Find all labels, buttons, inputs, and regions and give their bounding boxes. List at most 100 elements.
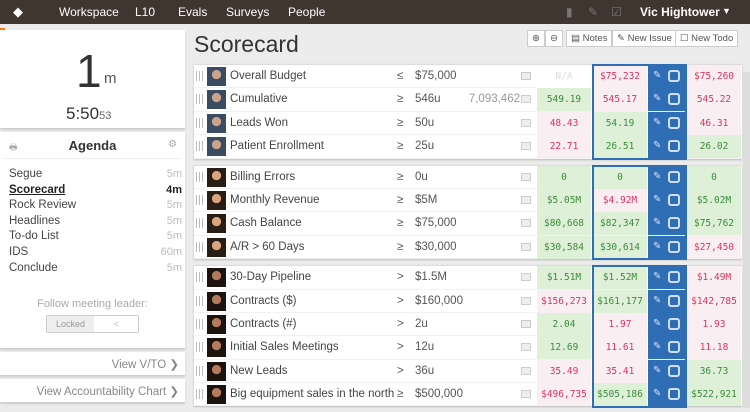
measurable-name[interactable]: A/R > 60 Days bbox=[230, 240, 305, 253]
score-cell[interactable]: $75,762 bbox=[687, 212, 741, 236]
pin-icon[interactable]: ✎ bbox=[653, 271, 662, 283]
pin-icon[interactable]: ✎ bbox=[653, 294, 662, 306]
drag-handle[interactable] bbox=[196, 295, 203, 306]
bookmark-icon[interactable]: ▮ bbox=[566, 5, 573, 19]
goal-target[interactable]: $160,000 bbox=[415, 294, 463, 307]
measurable-name[interactable]: Big equipment sales in the north bbox=[230, 388, 395, 401]
nav-evals[interactable]: Evals bbox=[178, 5, 208, 19]
score-cell[interactable]: 545.22 bbox=[687, 88, 741, 112]
locked-option[interactable]: Locked bbox=[47, 316, 94, 332]
chart-icon[interactable] bbox=[521, 296, 531, 305]
todo-checkbox-icon[interactable] bbox=[668, 170, 680, 183]
drag-handle[interactable] bbox=[196, 272, 203, 283]
score-cell[interactable]: 1.93 bbox=[687, 312, 741, 336]
chart-icon[interactable] bbox=[521, 242, 531, 251]
chevron-down-icon[interactable]: ▼ bbox=[722, 6, 731, 16]
nav-surveys[interactable]: Surveys bbox=[226, 5, 270, 19]
score-cell[interactable]: 11.61 bbox=[593, 336, 647, 360]
drag-handle[interactable] bbox=[196, 389, 203, 400]
score-cell[interactable]: $522,921 bbox=[687, 383, 741, 407]
drag-handle[interactable] bbox=[196, 241, 203, 252]
todo-checkbox-icon[interactable] bbox=[668, 364, 680, 377]
goal-target[interactable]: 36u bbox=[415, 364, 435, 377]
pin-icon[interactable]: ✎ bbox=[653, 70, 662, 81]
score-cell[interactable]: 22.71 bbox=[537, 135, 591, 159]
todo-checkbox-icon[interactable] bbox=[668, 341, 680, 354]
goal-target[interactable]: 25u bbox=[415, 140, 435, 153]
chart-icon[interactable] bbox=[521, 95, 531, 104]
measurable-name[interactable]: Cash Balance bbox=[230, 217, 302, 230]
score-cell[interactable]: $5.05M bbox=[537, 188, 591, 212]
chart-icon[interactable] bbox=[521, 343, 531, 352]
goal-target[interactable]: $75,000 bbox=[415, 217, 457, 230]
score-cell[interactable]: $30,614 bbox=[593, 235, 647, 259]
pin-icon[interactable]: ✎ bbox=[653, 140, 662, 152]
chart-icon[interactable] bbox=[521, 219, 531, 228]
agenda-item[interactable]: To-do List 5m bbox=[9, 230, 182, 245]
pin-icon[interactable]: ✎ bbox=[653, 317, 662, 329]
pin-icon[interactable]: ✎ bbox=[653, 193, 662, 205]
score-cell[interactable]: $80,668 bbox=[537, 212, 591, 236]
measurable-name[interactable]: Overall Budget bbox=[230, 70, 307, 82]
measurable-name[interactable]: Billing Errors bbox=[230, 170, 296, 183]
measurable-name[interactable]: Monthly Revenue bbox=[230, 193, 320, 206]
new-issue-button[interactable]: ✎ New Issue bbox=[612, 30, 677, 47]
todo-checkbox-icon[interactable] bbox=[668, 193, 680, 206]
nav-workspace[interactable]: Workspace bbox=[59, 5, 119, 19]
nav-l10[interactable]: L10 bbox=[135, 5, 156, 19]
pin-icon[interactable]: ✎ bbox=[653, 93, 662, 105]
score-cell[interactable]: 549.19 bbox=[537, 88, 591, 112]
chart-icon[interactable] bbox=[521, 142, 531, 151]
unlock-option[interactable]: < bbox=[113, 319, 120, 329]
drag-handle[interactable] bbox=[196, 117, 203, 128]
pin-icon[interactable]: ✎ bbox=[653, 364, 662, 376]
todo-checkbox-icon[interactable] bbox=[668, 271, 680, 284]
chart-icon[interactable] bbox=[521, 195, 531, 204]
goal-target[interactable]: $500,000 bbox=[415, 388, 463, 401]
follow-leader-toggle[interactable]: Locked < bbox=[46, 315, 139, 333]
chart-icon[interactable] bbox=[521, 72, 531, 80]
score-cell[interactable]: 26.51 bbox=[593, 135, 647, 159]
agenda-item[interactable]: IDS 60m bbox=[9, 246, 182, 261]
score-cell[interactable]: $30,584 bbox=[537, 235, 591, 259]
goal-target[interactable]: 546u bbox=[415, 93, 441, 106]
goal-target[interactable]: 50u bbox=[415, 116, 435, 129]
chart-icon[interactable] bbox=[521, 366, 531, 375]
measurable-name[interactable]: Contracts (#) bbox=[230, 317, 297, 330]
todo-checkbox-icon[interactable] bbox=[668, 116, 680, 129]
measurable-name[interactable]: New Leads bbox=[230, 364, 288, 377]
pin-icon[interactable]: ✎ bbox=[653, 116, 662, 128]
agenda-item[interactable]: Conclude 5m bbox=[9, 262, 182, 277]
score-cell[interactable]: $1.52M bbox=[593, 266, 647, 290]
todo-checkbox-icon[interactable] bbox=[668, 217, 680, 230]
notes-button[interactable]: ▤ Notes bbox=[566, 30, 613, 47]
checkbox-icon[interactable]: ☑ bbox=[611, 5, 622, 19]
drag-handle[interactable] bbox=[196, 194, 203, 205]
logo-icon[interactable]: ◆ bbox=[13, 4, 23, 19]
score-cell[interactable]: $1.49M bbox=[687, 266, 741, 290]
measurable-name[interactable]: Initial Sales Meetings bbox=[230, 341, 339, 354]
goal-target[interactable]: 12u bbox=[415, 341, 435, 354]
view-accountability-chart-link[interactable]: View Accountability Chart ❯ bbox=[0, 379, 185, 402]
score-cell[interactable]: 54.19 bbox=[593, 111, 647, 135]
score-cell[interactable]: $75,260 bbox=[687, 65, 741, 88]
score-cell[interactable]: 0 bbox=[687, 165, 741, 189]
score-cell[interactable]: $1.51M bbox=[537, 266, 591, 290]
drag-handle[interactable] bbox=[196, 342, 203, 353]
view-vto-link[interactable]: View V/TO ❯ bbox=[0, 352, 185, 375]
pin-icon[interactable]: ✎ bbox=[653, 388, 662, 400]
score-cell[interactable]: 545.17 bbox=[593, 88, 647, 112]
measurable-name[interactable]: Patient Enrollment bbox=[230, 140, 324, 153]
agenda-item[interactable]: Rock Review 5m bbox=[9, 199, 182, 214]
chart-icon[interactable] bbox=[521, 172, 531, 181]
todo-checkbox-icon[interactable] bbox=[668, 388, 680, 401]
score-cell[interactable]: 35.41 bbox=[593, 359, 647, 383]
todo-checkbox-icon[interactable] bbox=[668, 240, 680, 253]
score-cell[interactable]: $142,785 bbox=[687, 289, 741, 313]
chart-icon[interactable] bbox=[521, 118, 531, 127]
drag-handle[interactable] bbox=[196, 141, 203, 152]
chart-icon[interactable] bbox=[521, 390, 531, 399]
score-cell[interactable]: $505,186 bbox=[593, 383, 647, 407]
chart-icon[interactable] bbox=[521, 319, 531, 328]
todo-checkbox-icon[interactable] bbox=[668, 317, 680, 330]
